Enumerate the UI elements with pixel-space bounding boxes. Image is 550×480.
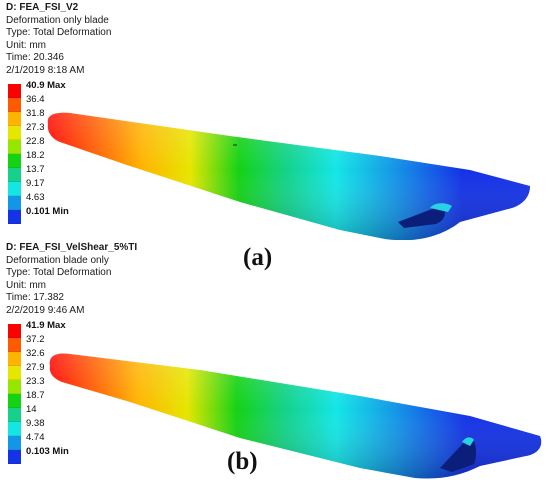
legend-swatch xyxy=(8,182,21,196)
legend-swatch xyxy=(8,140,21,154)
result-title-a: D: FEA_FSI_V2 xyxy=(6,2,79,13)
legend-tick-label: 14 xyxy=(26,404,37,415)
legend-swatch xyxy=(8,366,21,380)
blade-root-cutout-b xyxy=(440,436,477,472)
panel-a: D: FEA_FSI_V2 Deformation only blade Typ… xyxy=(6,2,530,271)
legend-swatch xyxy=(8,126,21,140)
legend-swatch xyxy=(8,436,21,450)
legend-tick-label: 27.9 xyxy=(26,362,45,373)
legend-swatch xyxy=(8,338,21,352)
legend-swatch xyxy=(8,394,21,408)
legend-tick-label: 23.3 xyxy=(26,376,45,387)
legend-tick-label: 36.4 xyxy=(26,94,45,105)
legend-tick-label: 4.63 xyxy=(26,192,45,203)
blade-shading-b xyxy=(49,353,542,479)
caption-a: (a) xyxy=(243,244,273,271)
legend-tick-label: 31.8 xyxy=(26,108,45,119)
legend-min-label: 0.101 Min xyxy=(26,206,69,217)
blade-root-cutout-a xyxy=(398,206,445,228)
legend-tick-label: 4.74 xyxy=(26,432,45,443)
legend-tick-label: 22.8 xyxy=(26,136,45,147)
legend-tick-label: 13.7 xyxy=(26,164,45,175)
legend-tick-label: 18.7 xyxy=(26,390,45,401)
legend-min-label: 0.103 Min xyxy=(26,446,69,457)
result-line-a-3: Unit: mm xyxy=(6,39,46,51)
legend-swatch xyxy=(8,408,21,422)
legend-tick-label: 18.2 xyxy=(26,150,45,161)
legend-tick-label: 9.38 xyxy=(26,418,45,429)
legend-tick-label: 37.2 xyxy=(26,334,45,345)
legend-swatch xyxy=(8,154,21,168)
result-line-b-3: Unit: mm xyxy=(6,279,46,291)
legend-swatch xyxy=(8,98,21,112)
result-line-a-2: Type: Total Deformation xyxy=(6,27,112,39)
caption-b: (b) xyxy=(227,448,258,475)
legend-swatch xyxy=(8,210,21,224)
legend-swatch xyxy=(8,84,21,98)
result-line-b-2: Type: Total Deformation xyxy=(6,267,112,279)
result-line-b-1: Deformation blade only xyxy=(6,254,109,266)
blade-contour-b xyxy=(49,353,542,479)
result-line-b-4: Time: 17.382 xyxy=(6,292,64,304)
legend-swatch xyxy=(8,324,21,338)
blade-shading-a xyxy=(47,112,530,240)
panel-b: D: FEA_FSI_VelShear_5%TI Deformation bla… xyxy=(0,240,550,480)
legend-tick-label: 27.3 xyxy=(26,122,45,133)
legend-swatch xyxy=(8,422,21,436)
blade-root-tab-a xyxy=(430,203,452,212)
blade-contour-a xyxy=(47,112,530,240)
result-line-b-5: 2/2/2019 9:46 AM xyxy=(6,304,85,316)
legend-swatch xyxy=(8,196,21,210)
blade-root-tab-b xyxy=(462,437,474,446)
result-line-a-5: 2/1/2019 8:18 AM xyxy=(6,64,85,76)
legend-tick-label: 9.17 xyxy=(26,178,45,189)
result-line-a-1: Deformation only blade xyxy=(6,14,109,26)
result-header-a: D: FEA_FSI_V2 Deformation only blade Typ… xyxy=(6,2,111,78)
legend-swatch xyxy=(8,450,21,464)
result-header-b: D: FEA_FSI_VelShear_5%TI Deformation bla… xyxy=(6,242,137,318)
legend-max-label: 40.9 Max xyxy=(26,80,66,91)
legend-swatch xyxy=(8,168,21,182)
legend-tick-label: 32.6 xyxy=(26,348,45,359)
legend-max-label: 41.9 Max xyxy=(26,320,66,331)
legend-swatch xyxy=(8,352,21,366)
legend-swatch xyxy=(8,380,21,394)
result-title-b: D: FEA_FSI_VelShear_5%TI xyxy=(6,242,138,253)
result-line-a-4: Time: 20.346 xyxy=(6,52,64,64)
legend-swatch xyxy=(8,112,21,126)
